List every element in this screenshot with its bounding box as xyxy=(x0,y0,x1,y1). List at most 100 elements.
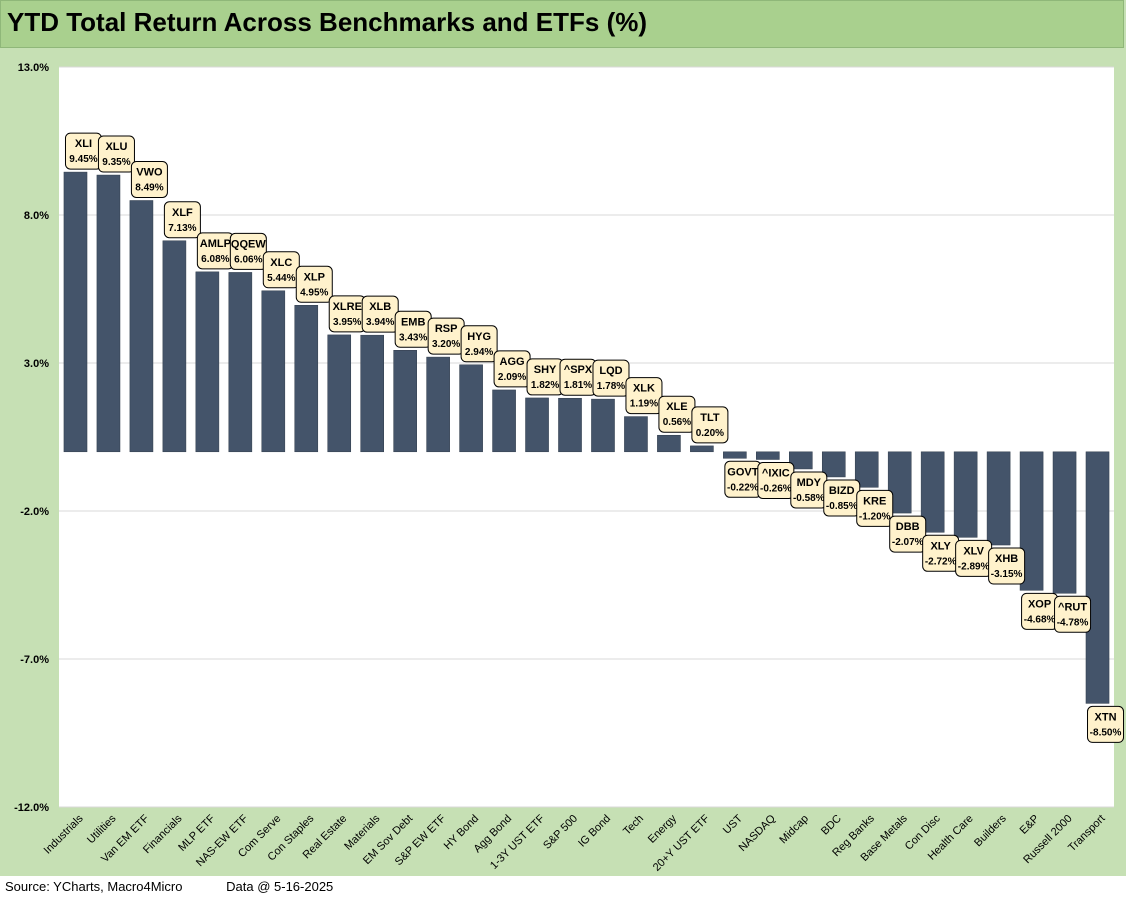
data-label-value: -3.15% xyxy=(991,569,1023,580)
data-label-value: 3.43% xyxy=(399,332,427,343)
data-label-value: 0.20% xyxy=(696,428,724,439)
data-label-value: 5.44% xyxy=(267,273,295,284)
data-label-value: 0.56% xyxy=(663,417,691,428)
x-tick-label: Tech xyxy=(621,813,646,838)
data-label-value: 8.49% xyxy=(135,182,163,193)
data-label-ticker: RSP xyxy=(435,323,458,335)
bar xyxy=(360,334,384,453)
data-label-value: 3.94% xyxy=(366,317,394,328)
bar xyxy=(657,434,681,453)
bar xyxy=(459,364,483,453)
data-label-value: 1.78% xyxy=(597,381,625,392)
bar xyxy=(294,305,319,453)
data-label-box xyxy=(889,515,927,553)
data-label-ticker: XLB xyxy=(369,301,391,313)
data-label-ticker: XLI xyxy=(75,138,92,150)
data-label-ticker: XLRE xyxy=(333,301,362,313)
y-tick-label: -12.0% xyxy=(14,802,49,814)
data-label-value: -0.26% xyxy=(760,483,792,494)
data-label-ticker: XLK xyxy=(633,383,655,395)
data-label-ticker: XLU xyxy=(105,141,127,153)
data-label-value: -1.20% xyxy=(859,511,891,522)
bar xyxy=(63,171,88,453)
bar xyxy=(261,290,286,453)
bar xyxy=(1019,451,1044,591)
data-label-ticker: XLF xyxy=(172,207,193,219)
bar xyxy=(96,174,121,453)
data-label-ticker: EMB xyxy=(401,316,426,328)
data-label-ticker: XHB xyxy=(995,553,1018,565)
x-tick-label: BDC xyxy=(819,813,844,838)
bar xyxy=(129,200,154,453)
data-label-box xyxy=(856,489,894,527)
data-label-ticker: XTN xyxy=(1095,711,1117,723)
data-label-box xyxy=(1054,595,1092,633)
footer: Source: YCharts, Macro4Micro Data @ 5-16… xyxy=(5,879,333,894)
data-label-ticker: XLY xyxy=(930,540,951,552)
bar xyxy=(327,334,352,453)
x-tick-label: NASDAQ xyxy=(737,812,779,854)
data-label-value: -0.85% xyxy=(826,501,858,512)
bar xyxy=(228,272,253,453)
x-tick-label: E&P xyxy=(1018,813,1042,837)
bar xyxy=(723,451,747,459)
bar xyxy=(624,416,648,453)
data-label-ticker: DBB xyxy=(896,521,920,533)
bar xyxy=(821,451,846,478)
bar xyxy=(887,451,912,514)
data-label-ticker: MDY xyxy=(797,477,822,489)
y-tick-label: 13.0% xyxy=(18,62,49,74)
bar xyxy=(986,451,1011,546)
title-bar: YTD Total Return Across Benchmarks and E… xyxy=(0,0,1124,48)
data-label-value: -2.72% xyxy=(925,556,957,567)
data-label-ticker: KRE xyxy=(863,495,886,507)
bar xyxy=(162,240,187,453)
data-label-value: 9.45% xyxy=(69,154,97,165)
bar xyxy=(953,451,978,538)
bar xyxy=(525,397,549,453)
data-label-ticker: ^SPX xyxy=(564,364,593,376)
data-label-value: 1.81% xyxy=(564,380,592,391)
data-label-value: 6.08% xyxy=(201,254,229,265)
bar xyxy=(492,389,516,453)
chart-title: YTD Total Return Across Benchmarks and E… xyxy=(7,7,648,37)
data-label-value: 6.06% xyxy=(234,254,262,265)
data-label-ticker: XLC xyxy=(270,257,292,269)
bar xyxy=(756,451,780,460)
data-label-value: 1.19% xyxy=(630,399,658,410)
data-label-box xyxy=(691,406,729,444)
x-tick-label: Midcap xyxy=(777,813,811,847)
bar xyxy=(426,356,450,453)
data-label-value: 1.82% xyxy=(531,380,559,391)
data-label-ticker: QQEW xyxy=(231,238,266,250)
data-label-ticker: XLV xyxy=(963,545,984,557)
data-label-value: -0.58% xyxy=(793,493,825,504)
data-label-value: 7.13% xyxy=(168,223,196,234)
bar xyxy=(558,397,582,453)
data-label-ticker: XOP xyxy=(1028,598,1051,610)
data-label-value: 2.94% xyxy=(465,347,493,358)
bar-chart: 13.0% 8.0% 3.0% -2.0% -7.0% -12.0%Industrials… xyxy=(14,62,1125,874)
data-label-value: 3.20% xyxy=(432,339,460,350)
chart-frame: YTD Total Return Across Benchmarks and E… xyxy=(0,0,1126,876)
bar xyxy=(920,451,945,533)
data-label-value: 3.95% xyxy=(333,317,361,328)
bar xyxy=(393,350,417,453)
y-tick-label: 8.0% xyxy=(24,210,49,222)
y-tick-label: -2.0% xyxy=(20,506,49,518)
data-label-value: -2.07% xyxy=(892,537,924,548)
data-date-note: Data @ 5-16-2025 xyxy=(226,879,334,894)
data-label-ticker: AGG xyxy=(500,356,525,368)
x-tick-label: UST xyxy=(721,812,745,836)
data-label-box xyxy=(229,232,267,270)
bar xyxy=(690,445,714,453)
data-label-ticker: XLP xyxy=(304,271,325,283)
data-label-value: -2.89% xyxy=(958,561,990,572)
x-tick-label: S&P 500 xyxy=(541,813,580,852)
data-label-ticker: AMLP xyxy=(200,238,231,250)
data-label-ticker: SHY xyxy=(534,364,557,376)
bar xyxy=(854,451,879,488)
data-label-value: -4.78% xyxy=(1057,617,1089,628)
data-label-box xyxy=(988,547,1026,585)
data-label-value: 2.09% xyxy=(498,372,526,383)
